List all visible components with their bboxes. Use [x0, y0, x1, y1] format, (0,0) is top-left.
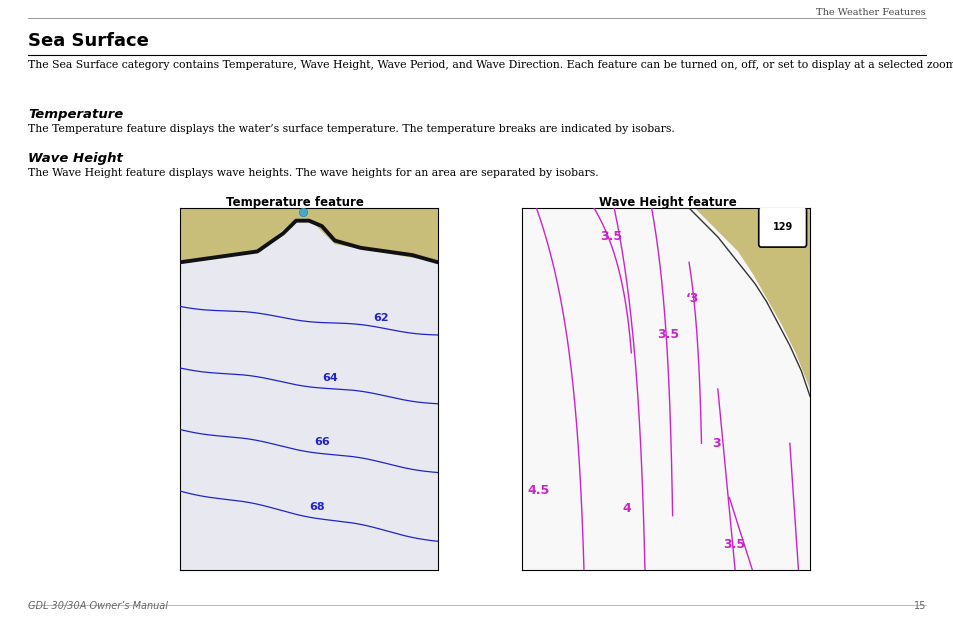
Text: Temperature: Temperature	[28, 108, 123, 121]
Polygon shape	[180, 208, 437, 262]
Text: 4: 4	[622, 502, 631, 515]
Text: 15: 15	[913, 601, 925, 611]
Text: 129: 129	[772, 222, 792, 232]
Text: 64: 64	[321, 373, 337, 383]
Text: 4.5: 4.5	[527, 484, 550, 497]
Text: Temperature feature: Temperature feature	[226, 196, 363, 209]
Text: 3.5: 3.5	[722, 538, 745, 551]
FancyBboxPatch shape	[758, 207, 805, 247]
Text: 3.5: 3.5	[599, 230, 621, 243]
Text: 3.5: 3.5	[657, 329, 679, 341]
Text: ‘3: ‘3	[685, 292, 699, 305]
Text: 68: 68	[309, 502, 324, 512]
Text: GDL 30/30A Owner’s Manual: GDL 30/30A Owner’s Manual	[28, 601, 168, 611]
Text: Sea Surface: Sea Surface	[28, 32, 149, 50]
Text: Wave Height feature: Wave Height feature	[598, 196, 736, 209]
Polygon shape	[665, 208, 809, 389]
Text: The Sea Surface category contains Temperature, Wave Height, Wave Period, and Wav: The Sea Surface category contains Temper…	[28, 60, 953, 70]
Text: Wave Height: Wave Height	[28, 152, 123, 165]
Text: 66: 66	[314, 437, 330, 447]
Text: 3: 3	[711, 437, 720, 450]
Text: The Wave Height feature displays wave heights. The wave heights for an area are : The Wave Height feature displays wave he…	[28, 168, 598, 178]
Text: The Weather Features: The Weather Features	[816, 8, 925, 17]
Text: 62: 62	[374, 314, 389, 324]
Text: The Temperature feature displays the water’s surface temperature. The temperatur: The Temperature feature displays the wat…	[28, 124, 674, 134]
